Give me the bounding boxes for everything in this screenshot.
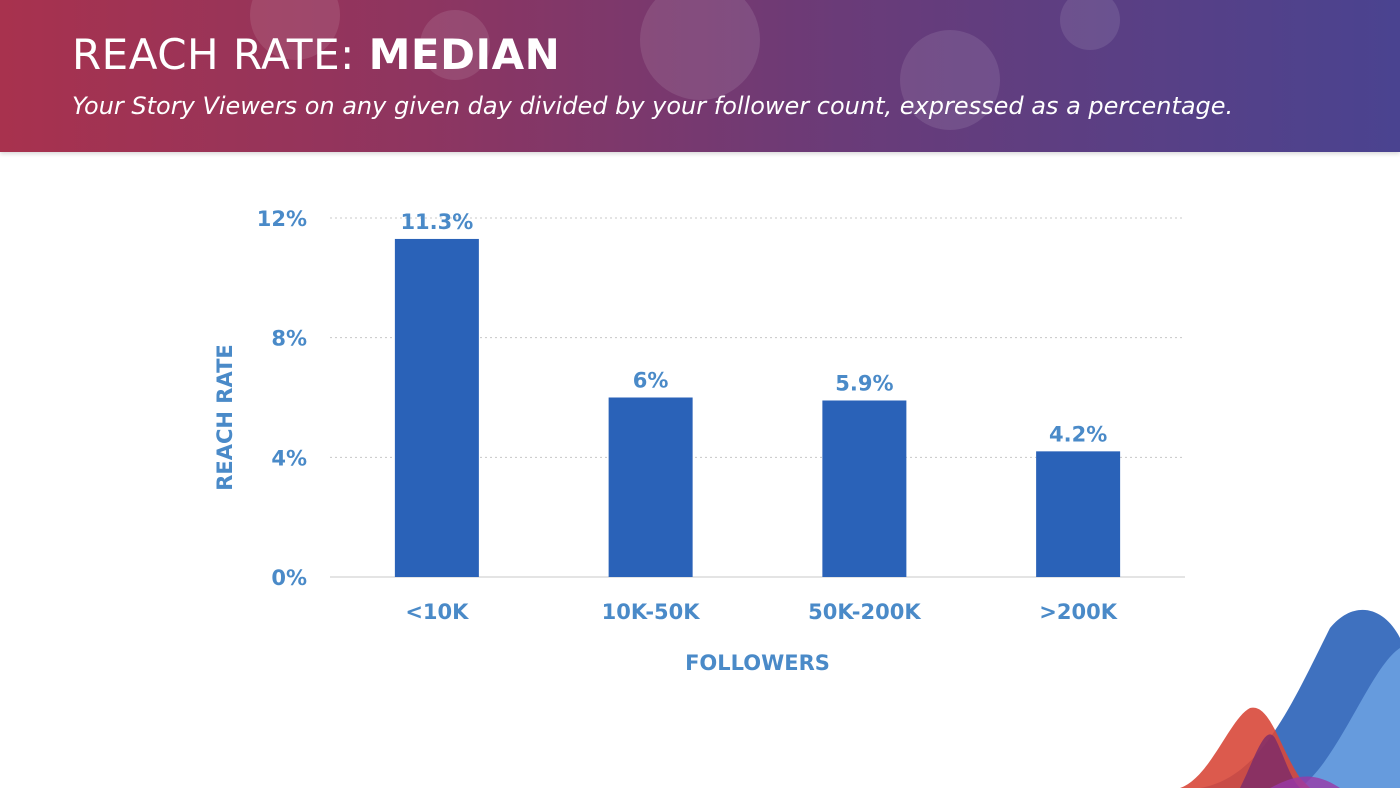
page-title: REACH RATE: MEDIAN [72,30,560,79]
bar [394,238,479,578]
title-light: REACH RATE: [72,30,355,79]
x-axis-label: FOLLOWERS [685,651,830,675]
bar [1036,451,1121,577]
x-axis-categories: <10K 10K-50K 50K-200K >200K [405,600,1117,624]
title-bold: MEDIAN [368,30,561,79]
y-tick-label: 4% [271,446,307,470]
bar [608,397,693,577]
y-axis-ticks: 0% 4% 8% 12% [257,207,307,590]
x-tick-label: >200K [1039,600,1117,624]
bar-value-label: 4.2% [1049,422,1107,446]
y-tick-label: 0% [271,566,307,590]
y-tick-label: 12% [257,207,307,231]
y-tick-label: 8% [271,327,307,351]
bokeh-decoration [420,10,490,80]
bars [394,238,1121,578]
y-axis-label: REACH RATE [213,344,237,491]
x-tick-label: <10K [405,600,469,624]
bokeh-decoration [900,30,1000,130]
bar-value-label: 11.3% [400,210,473,234]
x-tick-label: 50K-200K [808,600,921,624]
bar-value-label: 6% [633,369,669,393]
bokeh-decoration [1060,0,1120,50]
bar-value-label: 5.9% [835,371,893,395]
bar [822,400,907,577]
bar-value-labels: 11.3% 6% 5.9% 4.2% [400,210,1107,446]
x-tick-label: 10K-50K [602,600,701,624]
wave-decoration [1180,609,1400,788]
bokeh-decoration [640,0,760,100]
page-subtitle: Your Story Viewers on any given day divi… [72,92,1234,120]
header-banner: REACH RATE: MEDIAN Your Story Viewers on… [0,0,1400,152]
